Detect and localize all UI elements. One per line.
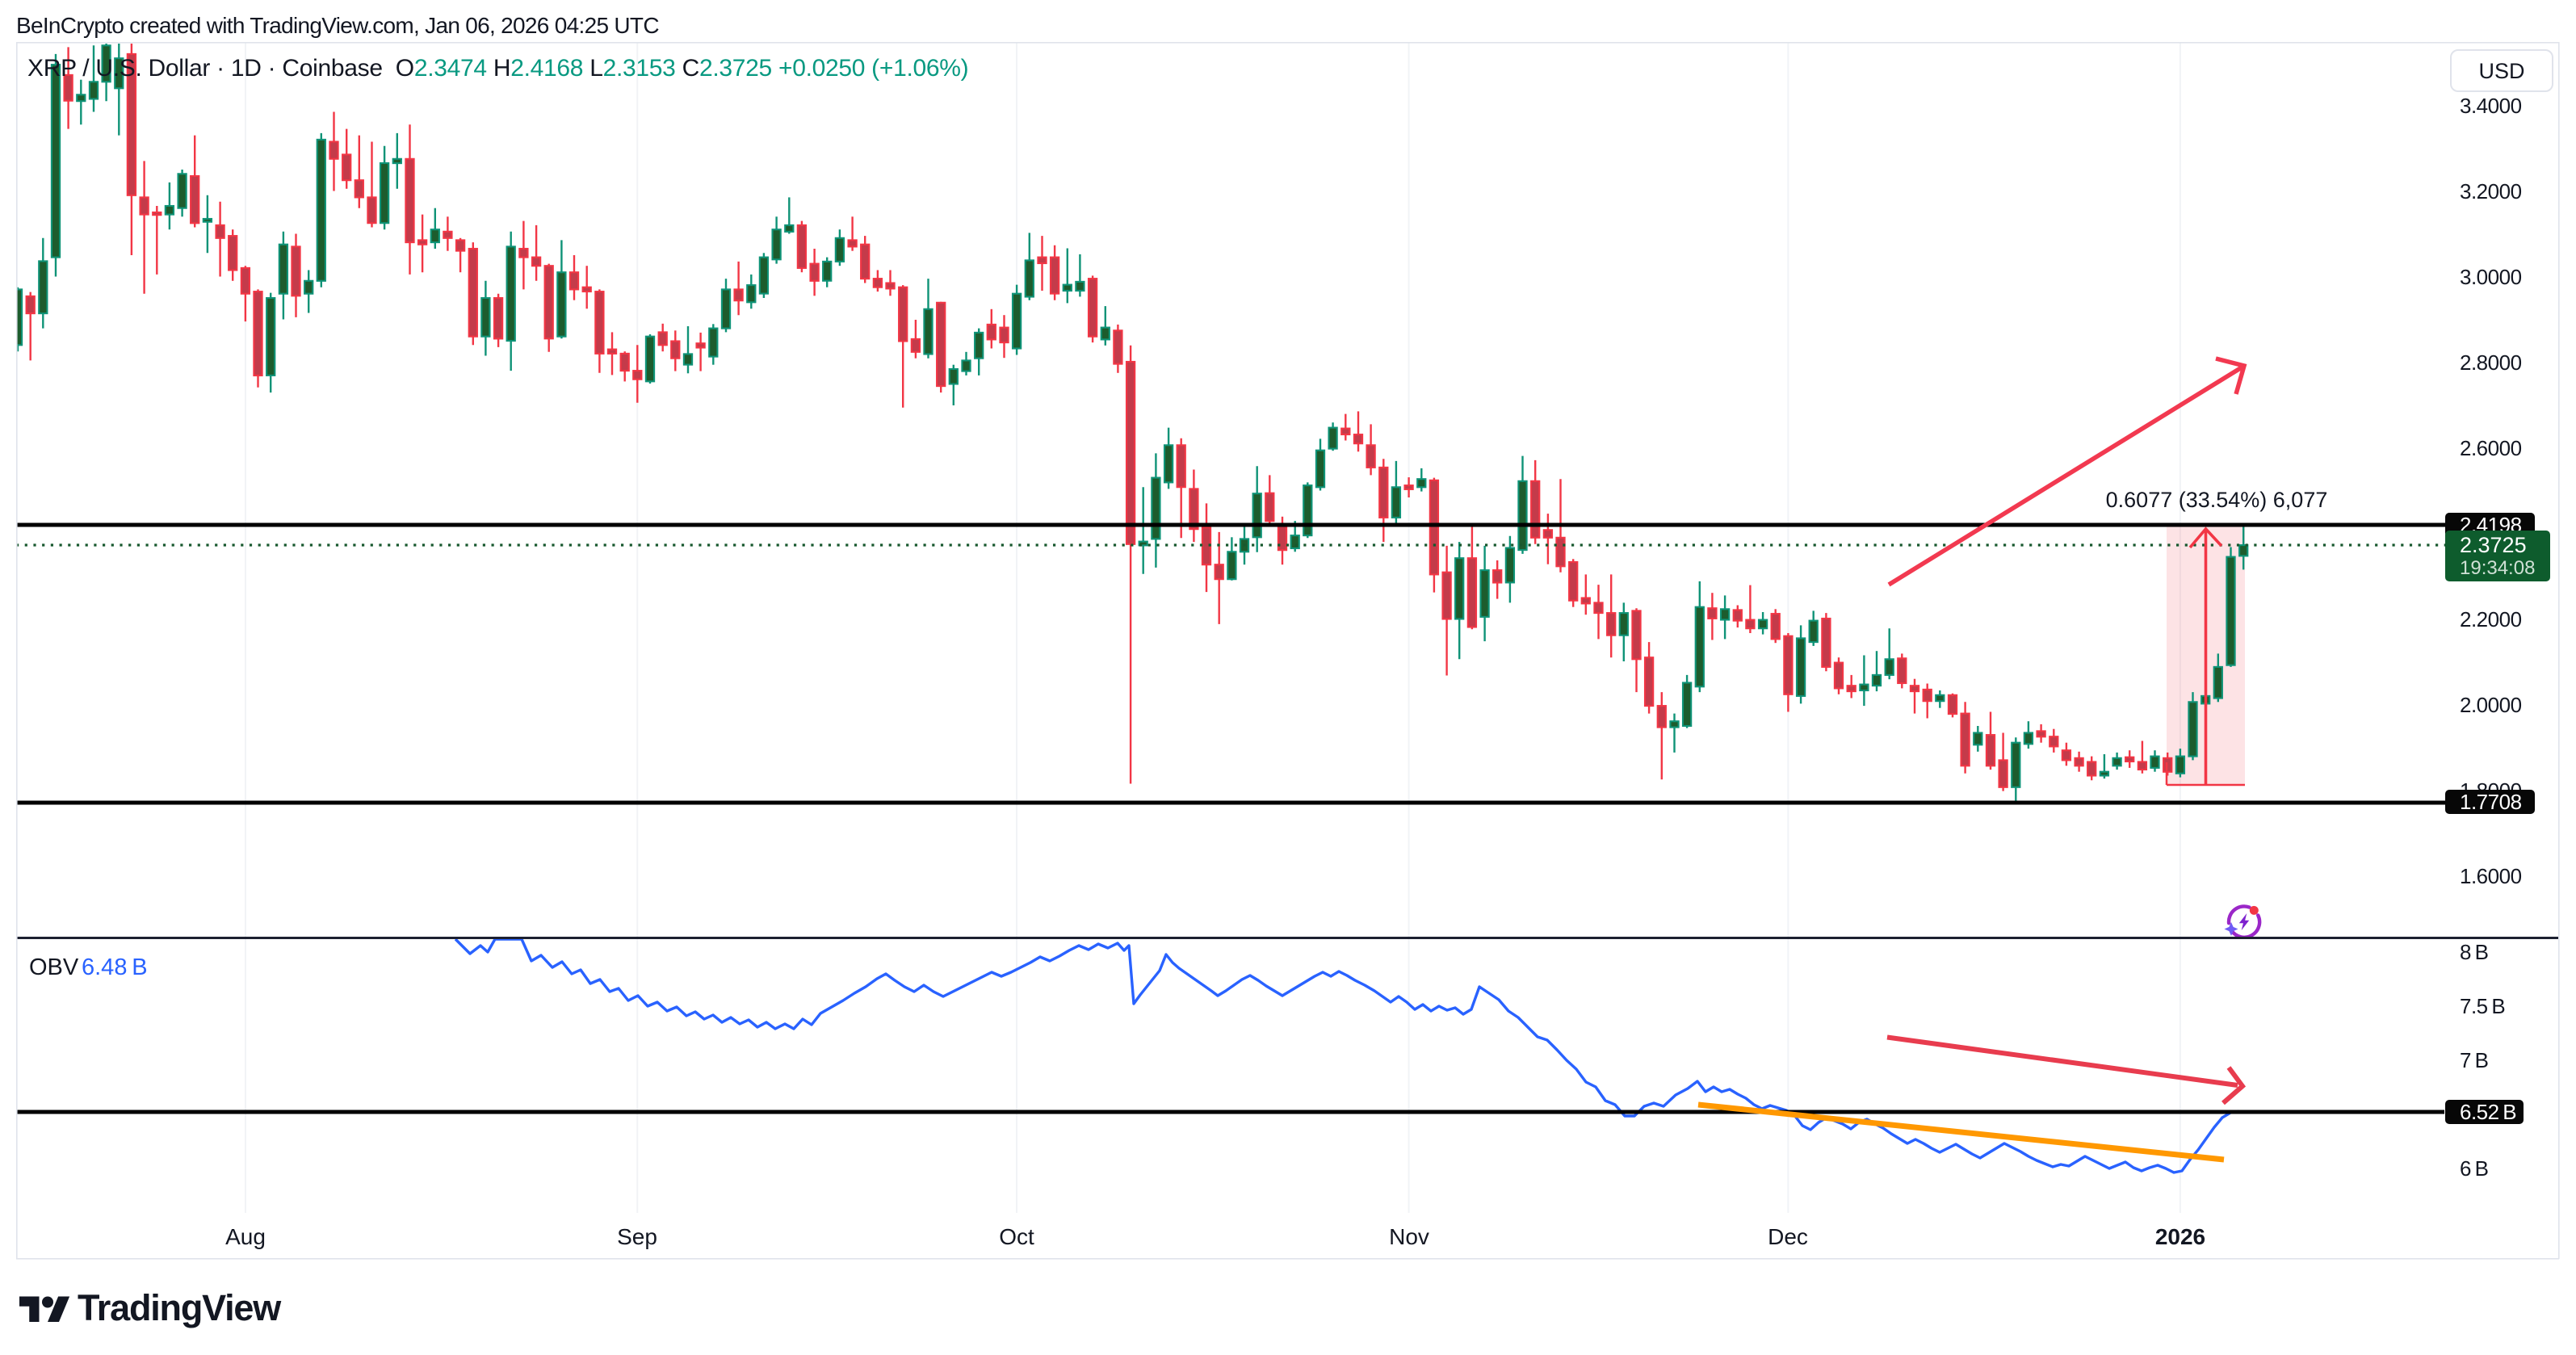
svg-text:6.48 B: 6.48 B	[82, 954, 148, 980]
svg-text:BeInCrypto created with Tradin: BeInCrypto created with TradingView.com,…	[16, 13, 659, 38]
svg-text:XRP / U.S. Dollar · 1D · Coinb: XRP / U.S. Dollar · 1D · Coinbase O2.347…	[27, 55, 968, 82]
svg-text:7 B: 7 B	[2460, 1048, 2489, 1072]
svg-text:6 B: 6 B	[2460, 1156, 2489, 1181]
svg-text:2.0000: 2.0000	[2460, 693, 2522, 717]
svg-text:3.0000: 3.0000	[2460, 265, 2522, 289]
svg-text:Dec: Dec	[1768, 1224, 1808, 1249]
svg-text:6.52 B: 6.52 B	[2460, 1100, 2516, 1124]
svg-text:Oct: Oct	[999, 1224, 1034, 1249]
svg-text:Nov: Nov	[1389, 1224, 1429, 1249]
svg-text:1.7708: 1.7708	[2460, 790, 2522, 814]
svg-text:3.4000: 3.4000	[2460, 94, 2522, 118]
svg-text:2026: 2026	[2155, 1224, 2205, 1249]
svg-text:Aug: Aug	[225, 1224, 266, 1249]
svg-text:8 B: 8 B	[2460, 940, 2489, 964]
svg-text:2.8000: 2.8000	[2460, 350, 2522, 375]
svg-text:OBV: OBV	[29, 954, 79, 980]
svg-text:2.3725: 2.3725	[2460, 533, 2527, 557]
svg-text:2.2000: 2.2000	[2460, 607, 2522, 631]
svg-text:TradingView: TradingView	[78, 1287, 282, 1328]
svg-text:Sep: Sep	[617, 1224, 657, 1249]
svg-text:USD: USD	[2478, 59, 2524, 83]
svg-text:1.6000: 1.6000	[2460, 864, 2522, 888]
svg-text:0.6077 (33.54%) 6,077: 0.6077 (33.54%) 6,077	[2106, 488, 2328, 512]
svg-text:2.6000: 2.6000	[2460, 436, 2522, 460]
svg-text:19:34:08: 19:34:08	[2460, 557, 2535, 579]
svg-text:3.2000: 3.2000	[2460, 179, 2522, 203]
svg-text:7.5 B: 7.5 B	[2460, 994, 2505, 1018]
